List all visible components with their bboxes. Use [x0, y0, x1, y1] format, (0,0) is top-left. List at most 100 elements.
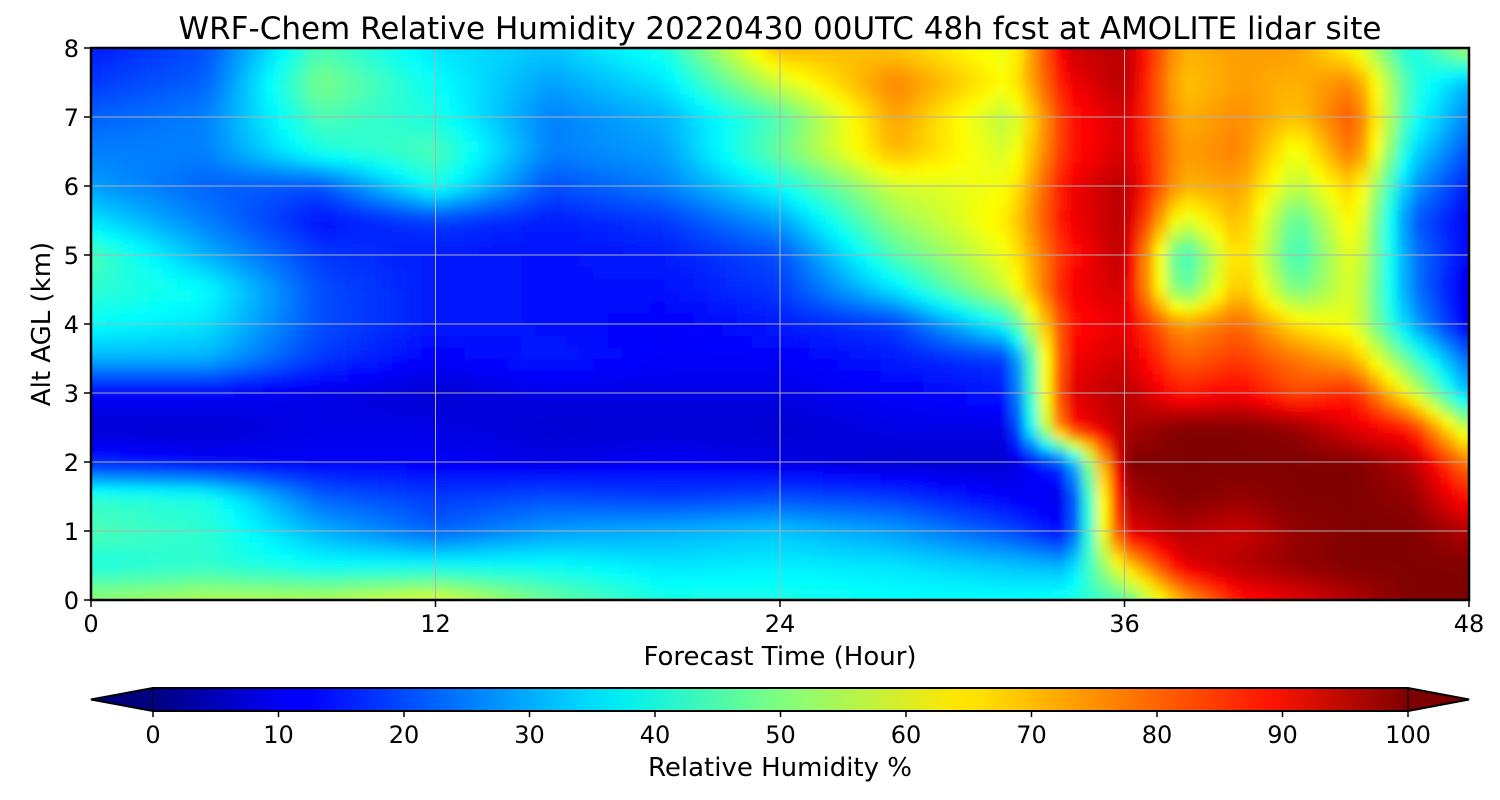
heatmap-cell	[952, 485, 968, 498]
heatmap-cell	[1110, 358, 1126, 371]
heatmap-cell	[579, 301, 594, 314]
heatmap-cell	[478, 186, 494, 199]
heatmap-cell	[449, 554, 465, 567]
heatmap-cell	[1339, 94, 1355, 107]
heatmap-cell	[119, 174, 135, 187]
heatmap-cell	[1411, 140, 1427, 153]
heatmap-cell	[335, 163, 350, 176]
heatmap-cell	[148, 312, 164, 325]
heatmap-cell	[306, 588, 322, 600]
heatmap-cell	[1454, 439, 1469, 452]
heatmap-cell	[708, 140, 724, 153]
heatmap-cell	[320, 59, 336, 72]
heatmap-cell	[1081, 301, 1097, 314]
heatmap-cell	[564, 565, 580, 578]
heatmap-cell	[851, 416, 867, 429]
heatmap-cell	[1397, 381, 1413, 394]
heatmap-cell	[535, 450, 551, 463]
heatmap-cell	[1311, 393, 1327, 406]
heatmap-cell	[1181, 255, 1197, 268]
heatmap-cell	[306, 439, 322, 452]
heatmap-cell	[105, 439, 121, 452]
heatmap-cell	[909, 105, 925, 118]
heatmap-cell	[1110, 335, 1126, 348]
heatmap-cell	[736, 278, 752, 291]
heatmap-cell	[923, 508, 939, 521]
heatmap-cell	[952, 301, 968, 314]
heatmap-cell	[564, 128, 580, 141]
heatmap-cell	[1368, 462, 1384, 475]
heatmap-cell	[449, 140, 465, 153]
heatmap-cell	[191, 381, 207, 394]
heatmap-cell	[765, 427, 781, 440]
heatmap-cell	[837, 301, 853, 314]
heatmap-cell	[507, 473, 523, 486]
heatmap-cell	[492, 255, 508, 268]
heatmap-cell	[909, 151, 925, 164]
heatmap-cell	[636, 151, 652, 164]
heatmap-cell	[1268, 266, 1283, 279]
heatmap-cell	[550, 519, 566, 532]
heatmap-cell	[1397, 473, 1413, 486]
heatmap-cell	[1268, 117, 1283, 130]
heatmap-cell	[521, 48, 537, 61]
heatmap-cell	[1024, 174, 1039, 187]
heatmap-cell	[535, 255, 551, 268]
heatmap-cell	[91, 48, 106, 61]
heatmap-cell	[205, 519, 221, 532]
heatmap-cell	[995, 312, 1011, 325]
heatmap-cell	[464, 59, 480, 72]
heatmap-cell	[1081, 48, 1097, 61]
heatmap-cell	[363, 439, 379, 452]
heatmap-cell	[1181, 404, 1197, 417]
heatmap-cell	[593, 243, 609, 256]
heatmap-cell	[1397, 358, 1413, 371]
heatmap-cell	[751, 554, 767, 567]
heatmap-cell	[1425, 186, 1441, 199]
heatmap-cell	[923, 416, 939, 429]
heatmap-cell	[1052, 393, 1068, 406]
heatmap-cell	[1009, 508, 1025, 521]
heatmap-cell	[1411, 347, 1427, 360]
heatmap-cell	[550, 416, 566, 429]
heatmap-cell	[851, 278, 867, 291]
heatmap-cell	[1196, 381, 1212, 394]
heatmap-cell	[1253, 220, 1269, 233]
heatmap-cell	[1296, 462, 1312, 475]
heatmap-cell	[1425, 358, 1441, 371]
heatmap-cell	[751, 220, 767, 233]
heatmap-cell	[191, 255, 207, 268]
heatmap-cell	[1382, 404, 1398, 417]
heatmap-cell	[148, 163, 164, 176]
heatmap-cell	[851, 554, 867, 567]
heatmap-cell	[823, 462, 839, 475]
heatmap-cell	[220, 48, 236, 61]
heatmap-cell	[808, 220, 824, 233]
heatmap-cell	[1311, 82, 1327, 95]
heatmap-cell	[1382, 220, 1398, 233]
heatmap-cell	[1009, 393, 1025, 406]
heatmap-cell	[521, 128, 537, 141]
heatmap-cell	[564, 140, 580, 153]
heatmap-cell	[220, 496, 236, 509]
heatmap-cell	[435, 105, 451, 118]
heatmap-cell	[1339, 324, 1355, 337]
heatmap-cell	[1052, 347, 1068, 360]
heatmap-cell	[966, 358, 982, 371]
heatmap-cell	[722, 48, 738, 61]
heatmap-cell	[736, 255, 752, 268]
heatmap-cell	[1325, 71, 1341, 84]
heatmap-cell	[909, 462, 925, 475]
heatmap-cell	[823, 450, 839, 463]
heatmap-cell	[363, 128, 379, 141]
heatmap-cell	[880, 554, 896, 567]
heatmap-cell	[478, 427, 494, 440]
heatmap-cell	[693, 59, 709, 72]
heatmap-cell	[1397, 542, 1413, 555]
heatmap-cell	[1224, 59, 1240, 72]
heatmap-cell	[1425, 220, 1441, 233]
heatmap-cell	[1167, 347, 1183, 360]
heatmap-cell	[1469, 485, 1484, 497]
heatmap-cell	[492, 462, 508, 475]
heatmap-cell	[693, 243, 709, 256]
